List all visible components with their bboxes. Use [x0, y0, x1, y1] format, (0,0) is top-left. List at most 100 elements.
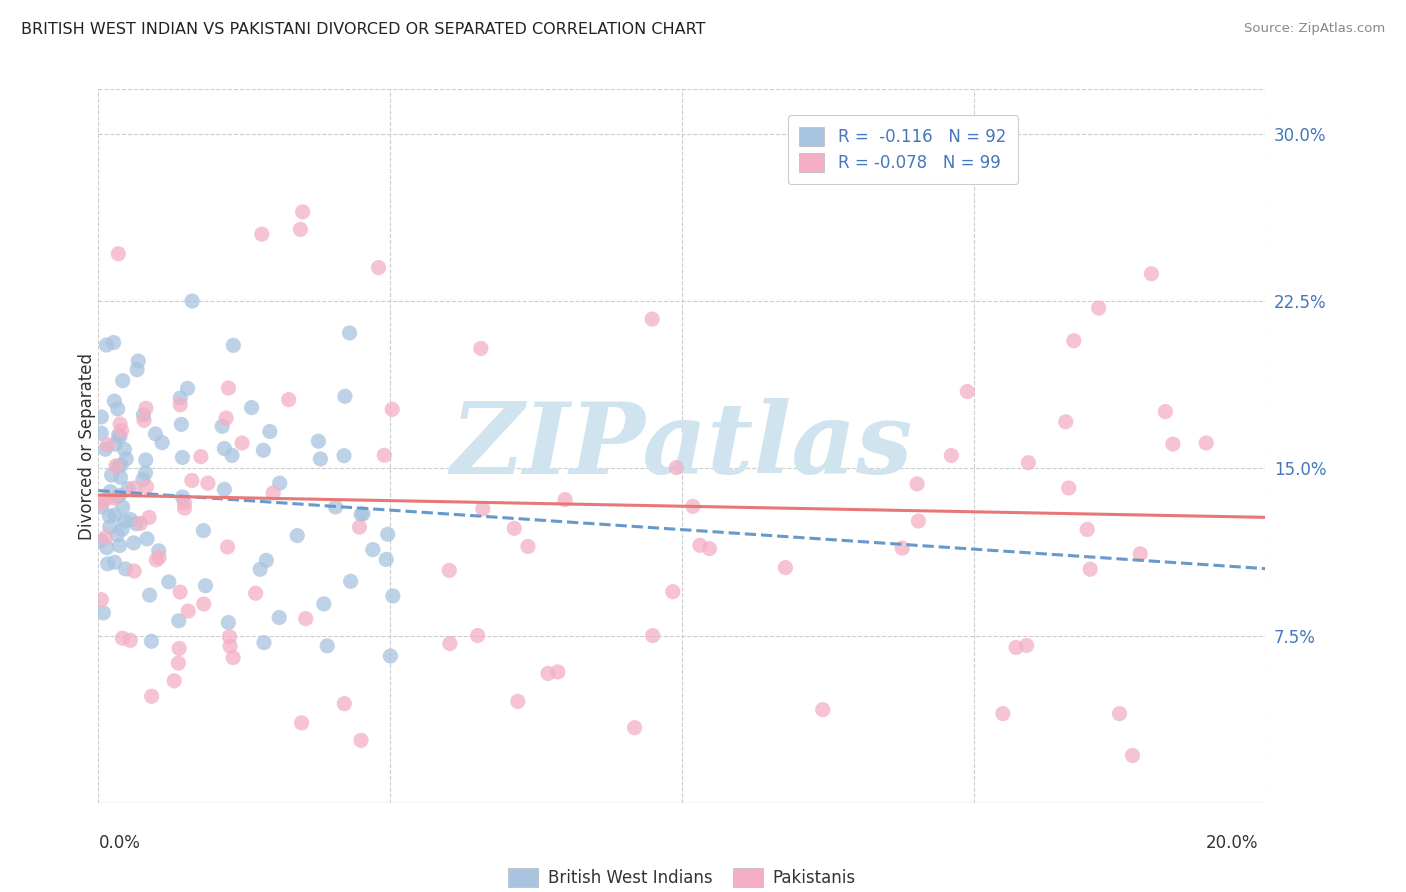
- Point: [1015, 639, 1038, 653]
- Point: [157, 574, 180, 589]
- Point: [339, 574, 361, 589]
- Point: [98, 484, 121, 499]
- Point: [381, 402, 404, 417]
- Point: [145, 426, 167, 441]
- Point: [845, 161, 868, 175]
- Point: [127, 354, 149, 368]
- Point: [167, 641, 190, 656]
- Point: [120, 513, 142, 527]
- Point: [689, 538, 711, 552]
- Point: [134, 466, 156, 480]
- Point: [339, 326, 361, 340]
- Point: [93, 606, 115, 620]
- Point: [221, 449, 243, 463]
- Point: [373, 448, 395, 462]
- Point: [107, 428, 129, 442]
- Point: [316, 639, 339, 653]
- Point: [98, 508, 121, 523]
- Point: [991, 706, 1014, 721]
- Point: [381, 589, 404, 603]
- Point: [112, 514, 135, 528]
- Point: [214, 483, 236, 497]
- Point: [90, 496, 112, 510]
- Point: [277, 392, 299, 407]
- Point: [1078, 562, 1101, 576]
- Point: [117, 482, 139, 496]
- Point: [107, 401, 129, 416]
- Point: [312, 597, 335, 611]
- Point: [775, 560, 797, 574]
- Point: [325, 500, 347, 514]
- Point: [97, 557, 120, 571]
- Point: [115, 451, 138, 466]
- Point: [307, 434, 329, 449]
- Point: [108, 417, 131, 431]
- Text: 0.0%: 0.0%: [98, 834, 141, 852]
- Point: [96, 541, 118, 555]
- Point: [110, 470, 132, 484]
- Point: [1129, 547, 1152, 561]
- Point: [104, 437, 127, 451]
- Point: [93, 493, 115, 508]
- Point: [90, 500, 112, 514]
- Point: [122, 564, 145, 578]
- Point: [891, 541, 914, 556]
- Point: [193, 597, 215, 611]
- Point: [100, 468, 122, 483]
- Point: [1154, 404, 1177, 418]
- Point: [132, 408, 155, 422]
- Point: [294, 612, 316, 626]
- Point: [1005, 640, 1028, 655]
- Legend: British West Indians, Pakistanis: British West Indians, Pakistanis: [502, 861, 862, 892]
- Point: [135, 401, 157, 416]
- Point: [471, 502, 494, 516]
- Point: [537, 666, 560, 681]
- Point: [941, 449, 963, 463]
- Point: [105, 527, 128, 541]
- Text: ZIPatlas: ZIPatlas: [451, 398, 912, 494]
- Point: [90, 409, 112, 424]
- Point: [148, 550, 170, 565]
- Point: [90, 426, 112, 441]
- Point: [439, 636, 461, 650]
- Point: [138, 510, 160, 524]
- Point: [259, 425, 281, 439]
- Point: [111, 631, 134, 645]
- Point: [377, 527, 399, 541]
- Point: [167, 614, 190, 628]
- Point: [1054, 415, 1077, 429]
- Point: [503, 521, 526, 535]
- Point: [141, 634, 163, 648]
- Point: [97, 438, 120, 452]
- Point: [1140, 267, 1163, 281]
- Point: [516, 540, 538, 554]
- Point: [107, 247, 129, 261]
- Point: [169, 398, 191, 412]
- Point: [193, 524, 215, 538]
- Point: [1121, 748, 1143, 763]
- Point: [231, 436, 253, 450]
- Point: [132, 413, 155, 427]
- Point: [98, 520, 121, 534]
- Point: [111, 374, 134, 388]
- Point: [1063, 334, 1085, 348]
- Point: [375, 552, 398, 566]
- Point: [96, 338, 118, 352]
- Point: [262, 486, 284, 500]
- Point: [112, 442, 135, 457]
- Point: [217, 540, 239, 554]
- Point: [172, 490, 194, 504]
- Point: [194, 579, 217, 593]
- Point: [145, 553, 167, 567]
- Point: [108, 488, 131, 502]
- Point: [217, 615, 239, 630]
- Point: [180, 474, 202, 488]
- Point: [197, 476, 219, 491]
- Point: [150, 435, 173, 450]
- Point: [129, 516, 152, 531]
- Point: [111, 500, 134, 515]
- Point: [1087, 301, 1109, 315]
- Point: [222, 338, 245, 352]
- Y-axis label: Divorced or Separated: Divorced or Separated: [79, 352, 96, 540]
- Point: [439, 563, 461, 577]
